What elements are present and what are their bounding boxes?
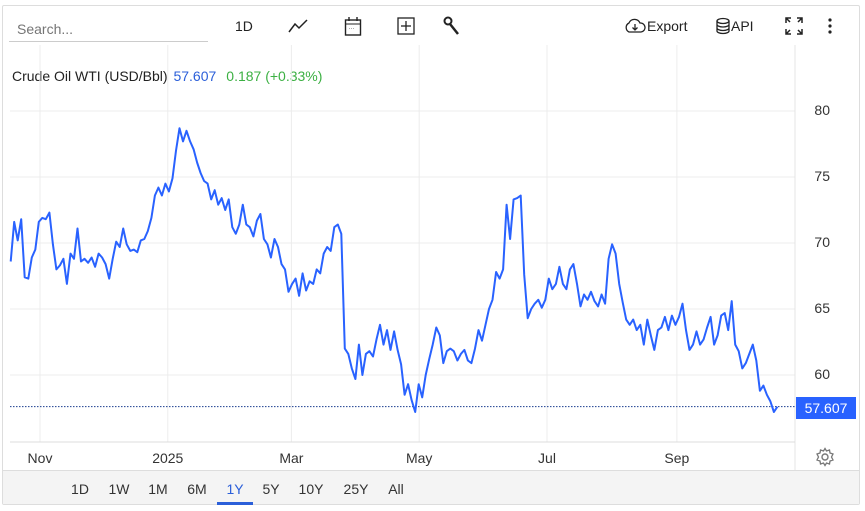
calendar-icon: ··· <box>344 16 362 36</box>
range-selector: 1D 1W 1M 6M 1Y 5Y 10Y 25Y All <box>3 470 859 505</box>
interval-label: 1D <box>235 18 253 34</box>
range-button-1m[interactable]: 1M <box>148 481 168 497</box>
price-chart[interactable] <box>0 45 865 470</box>
y-tick-label: 80 <box>814 102 830 118</box>
series-name: Crude Oil WTI (USD/Bbl) <box>12 68 168 84</box>
interval-button[interactable]: 1D <box>235 14 253 38</box>
more-vertical-icon <box>826 16 834 36</box>
x-tick-label: Jul <box>538 450 556 466</box>
y-tick-label: 60 <box>814 366 830 382</box>
range-button-5y[interactable]: 5Y <box>262 481 280 497</box>
api-button[interactable]: API <box>715 14 754 38</box>
database-icon <box>715 17 731 35</box>
more-menu-button[interactable] <box>826 14 834 38</box>
plus-box-icon <box>397 17 415 35</box>
y-tick-label: 70 <box>814 234 830 250</box>
series-change: 0.187 (+0.33%) <box>226 68 323 84</box>
range-button-1w[interactable]: 1W <box>108 481 130 497</box>
chart-legend: Crude Oil WTI (USD/Bbl) 57.607 0.187 (+0.… <box>12 68 322 84</box>
chart-settings-icon[interactable] <box>815 447 835 472</box>
range-button-6m[interactable]: 6M <box>187 481 207 497</box>
y-tick-label: 65 <box>814 300 830 316</box>
compare-button[interactable] <box>397 14 415 38</box>
settings-tools-button[interactable] <box>443 14 461 38</box>
x-tick-label: Sep <box>664 450 690 466</box>
y-tick-label: 75 <box>814 168 830 184</box>
date-range-button[interactable]: ··· <box>344 14 362 38</box>
series-price: 57.607 <box>173 68 217 84</box>
chart-type-button[interactable] <box>288 14 308 38</box>
export-button[interactable]: Export <box>623 14 687 38</box>
fullscreen-icon <box>784 16 804 36</box>
range-button-all[interactable]: All <box>388 481 404 497</box>
x-tick-label: Nov <box>27 450 53 466</box>
chart-widget <box>2 5 860 505</box>
price-series-line <box>9 127 779 413</box>
range-button-10y[interactable]: 10Y <box>298 481 324 497</box>
x-tick-label: Mar <box>279 450 304 466</box>
line-chart-icon <box>288 19 308 33</box>
range-button-1d[interactable]: 1D <box>71 481 89 497</box>
wrench-icon <box>443 16 461 36</box>
svg-text:···: ··· <box>349 26 355 32</box>
range-button-1y[interactable]: 1Y <box>226 481 244 497</box>
x-tick-label: 2025 <box>152 450 184 466</box>
fullscreen-button[interactable] <box>784 14 804 38</box>
api-label: API <box>731 18 754 34</box>
range-button-25y[interactable]: 25Y <box>343 481 369 497</box>
export-label: Export <box>647 18 688 34</box>
x-tick-label: May <box>405 450 433 466</box>
cloud-download-icon <box>623 17 647 35</box>
last-price-tag: 57.607 <box>796 397 856 419</box>
search-input[interactable] <box>9 16 208 42</box>
active-range-indicator <box>217 502 253 505</box>
